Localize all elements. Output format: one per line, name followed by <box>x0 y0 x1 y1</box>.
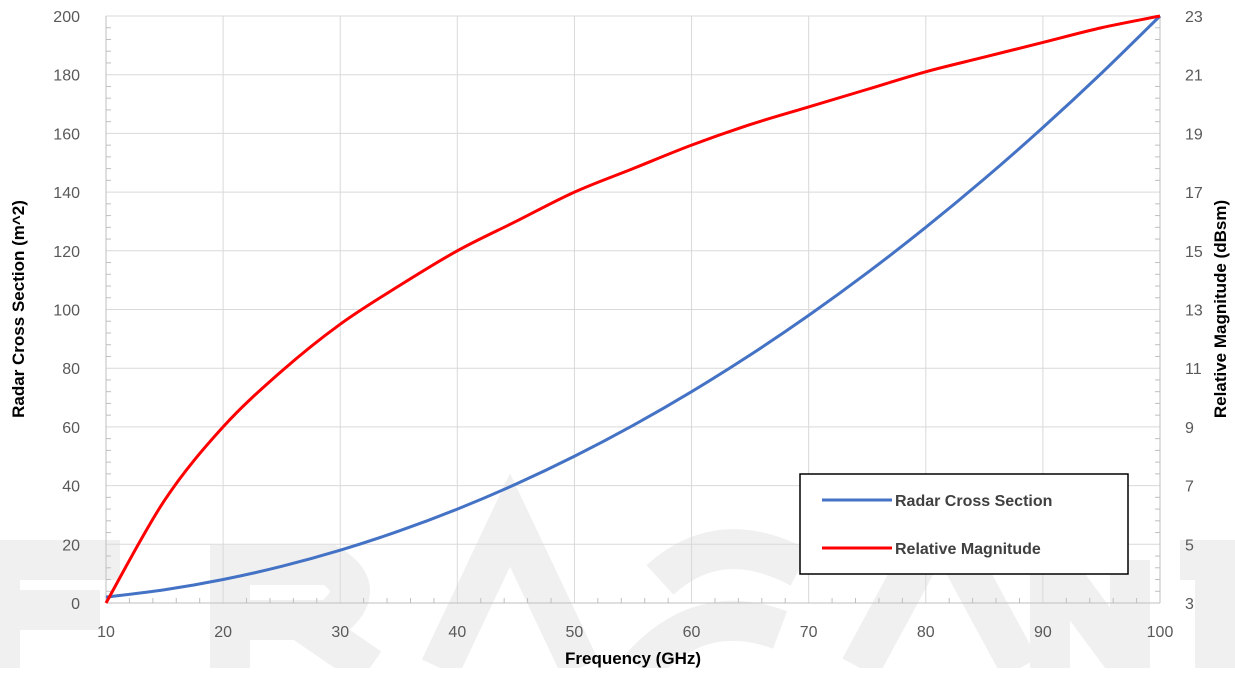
series-line-relative-magnitude <box>104 14 1161 604</box>
y2-tick-label: 11 <box>1185 361 1202 378</box>
x-tick-label: 30 <box>331 624 349 641</box>
y-tick-label: 20 <box>62 537 80 554</box>
y2-tick-label: 21 <box>1185 68 1203 85</box>
y-tick-label: 40 <box>62 479 80 496</box>
x-tick-label: 60 <box>683 624 701 641</box>
x-tick-label: 40 <box>448 624 466 641</box>
x-axis-title: Frequency (GHz) <box>565 649 701 668</box>
x-tick-label: 70 <box>800 624 818 641</box>
axes <box>105 16 1161 604</box>
y2-tick-label: 3 <box>1185 596 1194 613</box>
y2-tick-label: 19 <box>1185 126 1203 143</box>
legend-box <box>799 473 1129 575</box>
y-axis-title: Radar Cross Section (m^2) <box>9 200 28 418</box>
minor-ticks <box>106 27 1160 603</box>
y-tick-label: 60 <box>62 420 80 437</box>
y2-tick-label: 23 <box>1185 9 1203 26</box>
y2-tick-label: 15 <box>1185 244 1203 261</box>
y-tick-label: 120 <box>53 244 80 261</box>
legend-label-relative-magnitude: Relative Magnitude <box>895 541 1041 558</box>
y-tick-label: 140 <box>53 185 80 202</box>
y2-tick-label: 9 <box>1185 420 1194 437</box>
x-tick-label: 10 <box>97 624 115 641</box>
x-tick-label: 20 <box>214 624 232 641</box>
y-tick-label: 80 <box>62 361 80 378</box>
x-tick-label: 100 <box>1147 624 1174 641</box>
y-tick-label: 180 <box>53 68 80 85</box>
y2-axis-title: Relative Magnitude (dBsm) <box>1211 200 1230 418</box>
y-tick-label: 160 <box>53 126 80 143</box>
y2-tick-label: 13 <box>1185 303 1203 320</box>
tick-labels: 10 20 30 40 50 60 70 80 90 100 0 20 40 60 80 100 120 140 1… <box>53 9 1203 641</box>
y-tick-label: 0 <box>71 596 80 613</box>
legend: Radar Cross Section Relative Magnitude <box>799 473 1129 575</box>
legend-label-radar-cross-section: Radar Cross Section <box>895 493 1052 510</box>
y-tick-label: 200 <box>53 9 80 26</box>
watermark <box>0 473 1235 673</box>
y2-tick-label: 5 <box>1185 537 1194 554</box>
x-tick-label: 50 <box>566 624 584 641</box>
x-tick-label: 90 <box>1034 624 1052 641</box>
y2-tick-label: 7 <box>1185 479 1194 496</box>
y2-tick-label: 17 <box>1185 185 1203 202</box>
x-tick-label: 80 <box>917 624 935 641</box>
y-tick-label: 100 <box>53 303 80 320</box>
series-line-radar-cross-section <box>105 14 1162 599</box>
series <box>104 14 1162 604</box>
